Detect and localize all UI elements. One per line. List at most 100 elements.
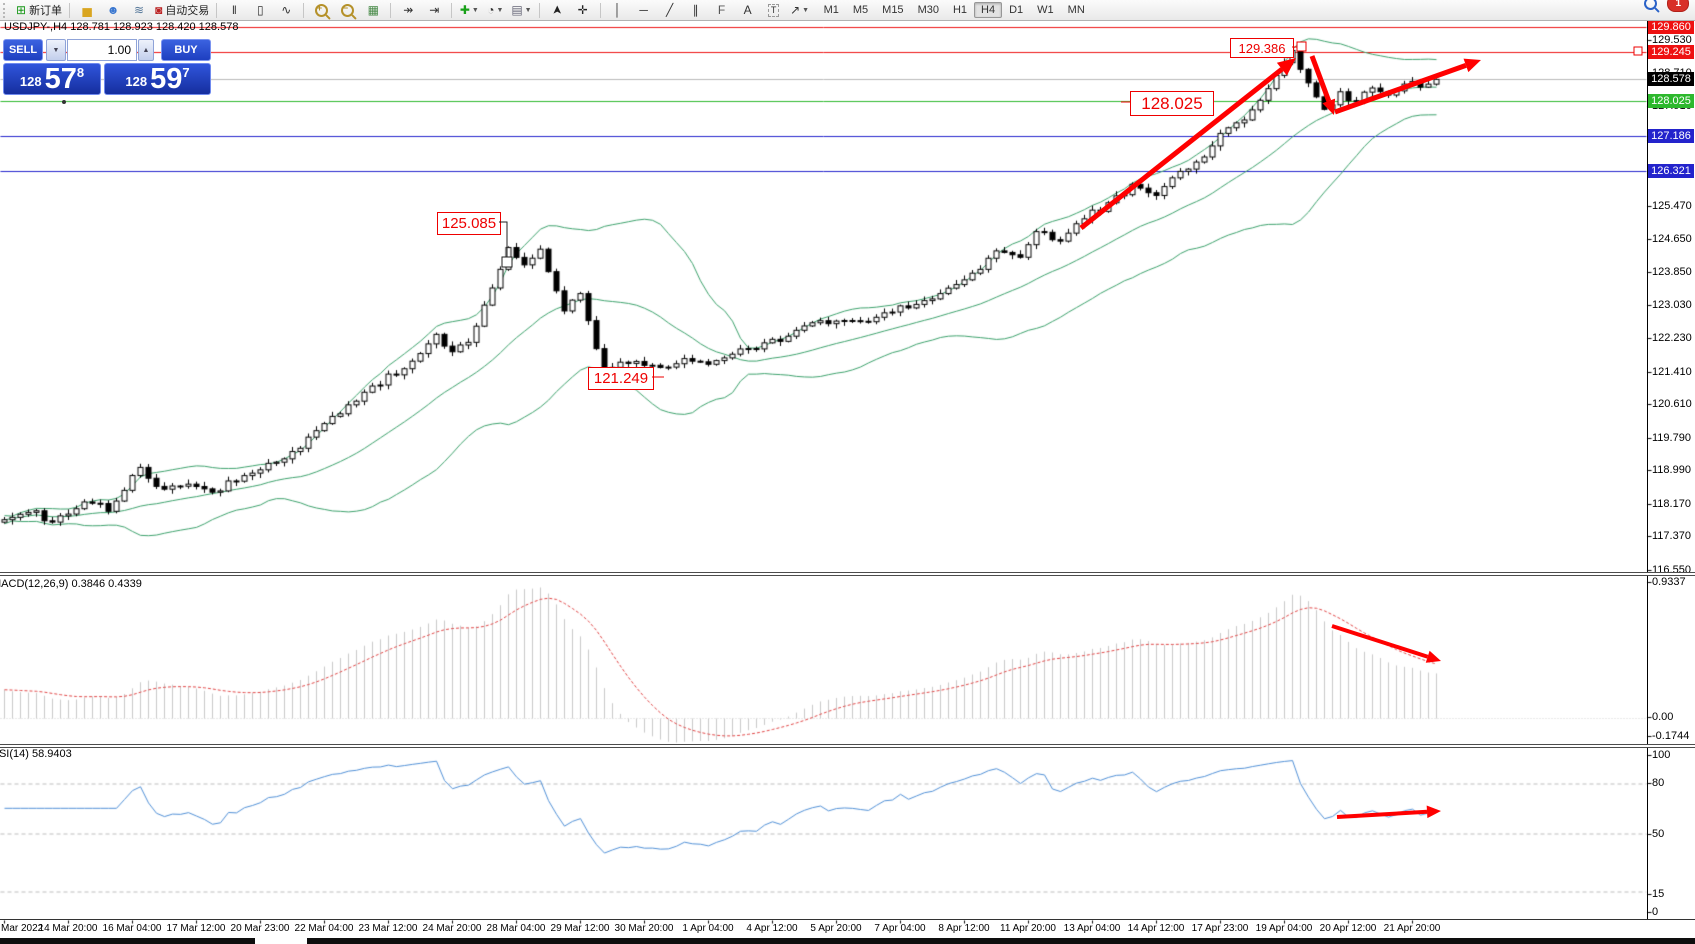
templates-button[interactable]: ▤ ▼ — [508, 0, 534, 20]
timeline-label: 17 Mar 12:00 — [166, 923, 226, 934]
price-tick: 121.410 — [1652, 365, 1692, 378]
bar-chart-icon-glyph: ‖ — [231, 3, 237, 17]
arrows-tool[interactable]: ↗ ▼ — [787, 0, 813, 20]
tile-windows-icon-glyph: ▦ — [367, 3, 379, 17]
timeframe-MN[interactable]: MN — [1067, 4, 1085, 16]
templates-button-dropdown[interactable]: ▼ — [524, 6, 532, 14]
zoom-out-icon[interactable]: − — [334, 0, 360, 20]
arrows-tool-dropdown[interactable]: ▼ — [802, 6, 810, 14]
rsi-pane-separator[interactable] — [0, 744, 1695, 748]
price-tick: 129.530 — [1652, 34, 1692, 46]
toolbar-separator — [599, 2, 601, 18]
channel-tool-glyph: ∥ — [692, 3, 699, 17]
search-icon[interactable] — [1644, 0, 1658, 10]
periods-button[interactable]: ◔ ▼ — [482, 0, 508, 20]
level-129245-badge: 129.245 — [1648, 44, 1694, 59]
volume-decrease-button[interactable]: ▼ — [46, 39, 66, 61]
level-126321-badge: 126.321 — [1648, 164, 1694, 179]
fibonacci-tool-glyph: F — [717, 3, 726, 17]
tile-windows-icon[interactable]: ▦ — [360, 0, 386, 20]
timeframe-D1[interactable]: D1 — [1009, 4, 1024, 16]
candlestick-chart-icon[interactable]: ▯ — [247, 0, 273, 20]
timeframe-M5[interactable]: M5 — [852, 4, 869, 16]
trendline-tool[interactable]: ╱ — [657, 0, 683, 20]
crosshair-tool-glyph: ✛ — [577, 3, 588, 17]
bar-chart-icon[interactable]: ‖ — [221, 0, 247, 20]
vertical-line-tool[interactable]: │ — [605, 0, 631, 20]
price-label-121249[interactable]: 121.249 — [588, 367, 654, 390]
price-tick: 118.170 — [1652, 497, 1691, 510]
new-order-button-label: 新订单 — [29, 5, 63, 17]
autotrading-button[interactable]: ◙ 自动交易 — [152, 0, 212, 20]
deposit-gold-icon-glyph: ▅ — [82, 3, 92, 17]
macd-label: MACD(12,26,9) 0.3846 0.4339 — [0, 578, 142, 590]
toolbar: ⊞ 新订单 ▅ ☻ ≋ ◙ 自动交易 ‖ ▯ ∿ + − ▦ ↠ ⇥ ✚ ▼ ◔ ▼ ▤ ▼ ➤ ✛ │ ─ ╱ ∥ F A T ↗ ▼ M1… — [0, 0, 1695, 21]
horizontal-line-tool[interactable]: ─ — [631, 0, 657, 20]
community-icon[interactable]: ☻ — [100, 0, 126, 20]
price-label-125085[interactable]: 125.085 — [437, 212, 501, 235]
auto-scroll-icon[interactable]: ↠ — [395, 0, 421, 20]
cursor-tool[interactable]: ➤ — [544, 0, 570, 20]
price-tick: 122.230 — [1652, 332, 1692, 345]
toolbar-separator — [538, 2, 540, 18]
buy-price-display[interactable]: 128 59 7 — [104, 63, 211, 95]
deposit-gold-icon[interactable]: ▅ — [74, 0, 100, 20]
timeframe-M1[interactable]: M1 — [823, 4, 839, 16]
timeframe-M15[interactable]: M15 — [882, 4, 904, 16]
periods-button-dropdown[interactable]: ▼ — [496, 6, 504, 14]
indicators-button-dropdown[interactable]: ▼ — [471, 6, 479, 14]
sell-price-display[interactable]: 128 57 8 — [3, 63, 101, 95]
timeframe-M30[interactable]: M30 — [917, 4, 939, 16]
symbol-ohlc-line: USDJPY-,H4 128.781 128.923 128.420 128.5… — [4, 21, 239, 33]
macd-tick: 0.00 — [1652, 711, 1674, 723]
price-label-128025[interactable]: 128.025 — [1130, 91, 1214, 116]
indicators-button[interactable]: ✚ ▼ — [456, 0, 482, 20]
price-label-129386[interactable]: 129.386 — [1230, 38, 1294, 58]
macd-tick: 0.9337 — [1652, 576, 1686, 588]
toolbar-right: 1 — [1644, 0, 1689, 12]
sell-button[interactable]: SELL — [3, 39, 43, 61]
arrows-tool-glyph: ↗ — [790, 3, 801, 17]
buy-price-sup: 7 — [182, 65, 190, 80]
crosshair-tool[interactable]: ✛ — [570, 0, 596, 20]
line-chart-icon[interactable]: ∿ — [273, 0, 299, 20]
timeline-label: 21 Apr 20:00 — [1383, 923, 1441, 934]
timeline-label: 13 Apr 04:00 — [1063, 923, 1121, 934]
zoom-in-icon[interactable]: + — [308, 0, 334, 20]
notification-badge[interactable]: 1 — [1667, 0, 1689, 12]
macd-pane-separator[interactable] — [0, 572, 1695, 576]
rsi-tick: 50 — [1652, 828, 1665, 840]
timeline-label: 29 Mar 12:00 — [550, 923, 610, 934]
volume-input[interactable]: 1.00 — [67, 39, 137, 61]
price-tick: 125.470 — [1652, 199, 1692, 212]
timeline-label: 7 Apr 04:00 — [874, 923, 926, 934]
autotrading-button-glyph: ◙ — [155, 3, 163, 17]
new-order-button[interactable]: ⊞ 新订单 — [13, 0, 65, 20]
buy-price-int: 128 — [125, 74, 148, 89]
buy-button[interactable]: BUY — [161, 39, 211, 61]
chart-shift-icon[interactable]: ⇥ — [421, 0, 447, 20]
timeline-label: 23 Mar 12:00 — [358, 923, 418, 934]
timeframe-H1[interactable]: H1 — [952, 4, 968, 16]
label-tool[interactable]: T — [761, 0, 787, 20]
trendline-tool-glyph: ╱ — [665, 3, 674, 17]
timeframe-W1[interactable]: W1 — [1037, 4, 1054, 16]
bottom-scrollbar[interactable] — [0, 938, 1695, 944]
text-tool[interactable]: A — [735, 0, 761, 20]
signals-icon-glyph: ≋ — [134, 3, 145, 17]
timeframe-H4[interactable]: H4 — [974, 2, 1003, 18]
level-129860-badge: 129.860 — [1648, 19, 1694, 34]
price-tick: 120.610 — [1652, 398, 1692, 411]
price-tick: 123.850 — [1652, 265, 1692, 278]
chart-shift-icon-glyph: ⇥ — [429, 3, 440, 17]
volume-increase-button[interactable]: ▲ — [138, 39, 154, 61]
toolbar-separator — [390, 2, 392, 18]
fibonacci-tool[interactable]: F — [709, 0, 735, 20]
scrollbar-thumb[interactable] — [255, 938, 307, 944]
timeframe-buttons: M1 M5 M15 M30 H1 H4 D1 W1 MN — [817, 2, 1092, 18]
signals-icon[interactable]: ≋ — [126, 0, 152, 20]
channel-tool[interactable]: ∥ — [683, 0, 709, 20]
toolbar-separator — [451, 2, 453, 18]
